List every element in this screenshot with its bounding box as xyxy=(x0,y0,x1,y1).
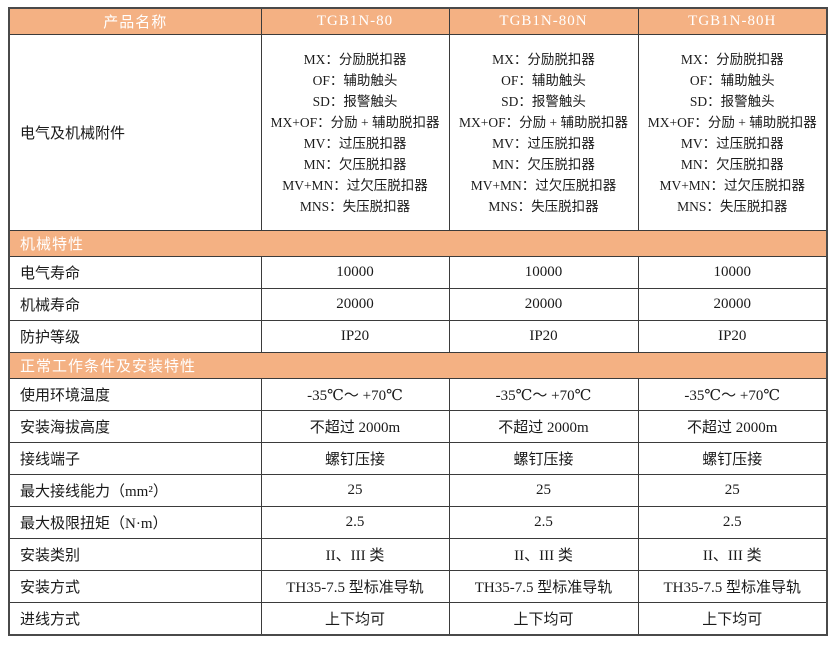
cell-value: II、III 类 xyxy=(260,538,450,571)
accessory-line: MV+MN：过欠压脱扣器 xyxy=(282,177,428,193)
cell-value: 20000 xyxy=(637,288,828,321)
row-label: 安装方式 xyxy=(8,570,262,603)
header-model-tgb1n-80h: TGB1N-80H xyxy=(637,7,828,35)
cell-value: 上下均可 xyxy=(448,602,639,636)
accessories-cell-tgb1n-80n: MX：分励脱扣器 OF：辅助触头 SD：报警触头 MX+OF：分励 + 辅助脱扣器 MV… xyxy=(448,34,639,231)
cell-value: II、III 类 xyxy=(448,538,639,571)
accessory-line: MV+MN：过欠压脱扣器 xyxy=(470,177,617,193)
accessories-cell-tgb1n-80: MX：分励脱扣器 OF：辅助触头 SD：报警触头 MX+OF：分励 + 辅助脱扣器 MV… xyxy=(260,34,450,231)
accessory-line: MV：过压脱扣器 xyxy=(492,135,595,151)
table-row: 安装方式 TH35-7.5 型标准导轨 TH35-7.5 型标准导轨 TH35-… xyxy=(8,570,828,603)
accessories-cell-tgb1n-80h: MX：分励脱扣器 OF：辅助触头 SD：报警触头 MX+OF：分励 + 辅助脱扣器 MV… xyxy=(637,34,828,231)
accessory-line: MX：分励脱扣器 xyxy=(492,51,595,67)
header-model-tgb1n-80: TGB1N-80 xyxy=(260,7,450,35)
row-label: 安装类别 xyxy=(8,538,262,571)
accessory-line: OF：辅助触头 xyxy=(689,72,775,88)
cell-value: IP20 xyxy=(637,320,828,353)
cell-value: 25 xyxy=(448,474,639,507)
table-row: 最大极限扭矩（N·m） 2.5 2.5 2.5 xyxy=(8,506,828,539)
row-label: 安装海拔高度 xyxy=(8,410,262,443)
accessory-line: MV+MN：过欠压脱扣器 xyxy=(659,177,806,193)
header-model-tgb1n-80n: TGB1N-80N xyxy=(448,7,639,35)
cell-value: 螺钉压接 xyxy=(637,442,828,475)
accessory-line: OF：辅助触头 xyxy=(312,72,398,88)
table-row: 安装类别 II、III 类 II、III 类 II、III 类 xyxy=(8,538,828,571)
accessory-line: MN：欠压脱扣器 xyxy=(680,156,784,172)
accessories-row: 电气及机械附件 MX：分励脱扣器 OF：辅助触头 SD：报警触头 MX+OF：分励 +… xyxy=(8,34,828,231)
row-label: 防护等级 xyxy=(8,320,262,353)
section-header-mechanical: 机械特性 xyxy=(8,230,828,257)
cell-value: IP20 xyxy=(448,320,639,353)
accessory-line: MX+OF：分励 + 辅助脱扣器 xyxy=(647,114,817,130)
cell-value: 不超过 2000m xyxy=(260,410,450,443)
row-label: 机械寿命 xyxy=(8,288,262,321)
accessory-line: MN：欠压脱扣器 xyxy=(492,156,595,172)
row-label: 接线端子 xyxy=(8,442,262,475)
cell-value: 20000 xyxy=(260,288,450,321)
row-label: 最大接线能力（mm²） xyxy=(8,474,262,507)
cell-value: 不超过 2000m xyxy=(448,410,639,443)
row-label: 最大极限扭矩（N·m） xyxy=(8,506,262,539)
accessory-line: MX+OF：分励 + 辅助脱扣器 xyxy=(270,114,440,130)
cell-value: -35℃～ +70℃ xyxy=(260,378,450,411)
accessory-line: MV：过压脱扣器 xyxy=(680,135,784,151)
table-row: 电气寿命 10000 10000 10000 xyxy=(8,256,828,289)
section-title: 机械特性 xyxy=(8,230,828,257)
row-label: 进线方式 xyxy=(8,602,262,636)
table-row: 安装海拔高度 不超过 2000m 不超过 2000m 不超过 2000m xyxy=(8,410,828,443)
cell-value: 螺钉压接 xyxy=(260,442,450,475)
section-title: 正常工作条件及安装特性 xyxy=(8,352,828,379)
cell-value: 2.5 xyxy=(637,506,828,539)
table-row: 进线方式 上下均可 上下均可 上下均可 xyxy=(8,602,828,636)
cell-value: 10000 xyxy=(260,256,450,289)
cell-value: 10000 xyxy=(637,256,828,289)
cell-value: 螺钉压接 xyxy=(448,442,639,475)
cell-value: -35℃～ +70℃ xyxy=(448,378,639,411)
accessory-line: MX：分励脱扣器 xyxy=(680,51,784,67)
section-header-operating: 正常工作条件及安装特性 xyxy=(8,352,828,379)
cell-value: IP20 xyxy=(260,320,450,353)
accessory-line: SD：报警触头 xyxy=(312,93,398,109)
table-row: 最大接线能力（mm²） 25 25 25 xyxy=(8,474,828,507)
table-row: 接线端子 螺钉压接 螺钉压接 螺钉压接 xyxy=(8,442,828,475)
cell-value: 10000 xyxy=(448,256,639,289)
cell-value: TH35-7.5 型标准导轨 xyxy=(260,570,450,603)
cell-value: TH35-7.5 型标准导轨 xyxy=(448,570,639,603)
accessory-line: SD：报警触头 xyxy=(689,93,775,109)
cell-value: 上下均可 xyxy=(260,602,450,636)
row-label: 电气寿命 xyxy=(8,256,262,289)
accessory-line: OF：辅助触头 xyxy=(501,72,586,88)
accessory-line: MNS：失压脱扣器 xyxy=(677,198,788,214)
accessory-line: SD：报警触头 xyxy=(501,93,586,109)
accessory-line: MNS：失压脱扣器 xyxy=(488,198,599,214)
header-row: 产品名称 TGB1N-80 TGB1N-80N TGB1N-80H xyxy=(8,7,828,35)
accessory-line: MV：过压脱扣器 xyxy=(303,135,407,151)
cell-value: 上下均可 xyxy=(637,602,828,636)
table-row: 防护等级 IP20 IP20 IP20 xyxy=(8,320,828,353)
accessory-line: MN：欠压脱扣器 xyxy=(303,156,407,172)
product-spec-table: 产品名称 TGB1N-80 TGB1N-80N TGB1N-80H 电气及机械附… xyxy=(8,7,828,636)
cell-value: TH35-7.5 型标准导轨 xyxy=(637,570,828,603)
accessory-line: MNS：失压脱扣器 xyxy=(299,198,411,214)
cell-value: -35℃～ +70℃ xyxy=(637,378,828,411)
accessories-row-label: 电气及机械附件 xyxy=(8,34,262,231)
cell-value: 25 xyxy=(637,474,828,507)
cell-value: 2.5 xyxy=(260,506,450,539)
cell-value: 不超过 2000m xyxy=(637,410,828,443)
table-row: 使用环境温度 -35℃～ +70℃ -35℃～ +70℃ -35℃～ +70℃ xyxy=(8,378,828,411)
table-row: 机械寿命 20000 20000 20000 xyxy=(8,288,828,321)
accessory-line: MX：分励脱扣器 xyxy=(303,51,407,67)
cell-value: 2.5 xyxy=(448,506,639,539)
row-label: 使用环境温度 xyxy=(8,378,262,411)
cell-value: 25 xyxy=(260,474,450,507)
header-product-name: 产品名称 xyxy=(8,7,262,35)
cell-value: 20000 xyxy=(448,288,639,321)
accessory-line: MX+OF：分励 + 辅助脱扣器 xyxy=(459,114,628,130)
cell-value: II、III 类 xyxy=(637,538,828,571)
